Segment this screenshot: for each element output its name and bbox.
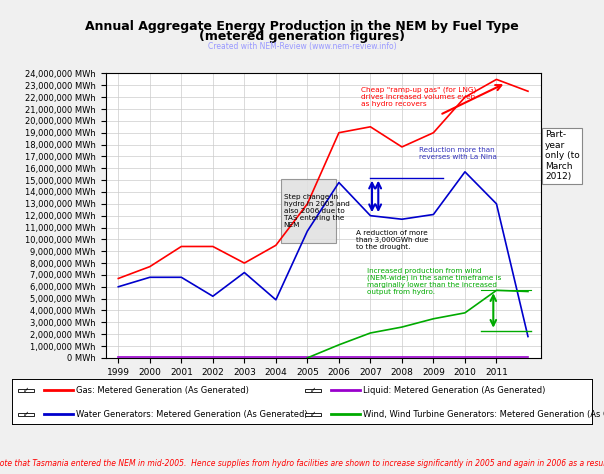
Text: Reduction more than
reverses with La Nina: Reduction more than reverses with La Nin… <box>419 147 497 160</box>
Text: Water Generators: Metered Generation (As Generated): Water Generators: Metered Generation (As… <box>76 410 307 419</box>
Text: Increased production from wind
(NEM-wide) in the same timeframe is
marginally lo: Increased production from wind (NEM-wide… <box>367 268 502 295</box>
Text: Annual Aggregate Energy Production in the NEM by Fuel Type: Annual Aggregate Energy Production in th… <box>85 19 519 33</box>
Text: Note that Tasmania entered the NEM in mid-2005.  Hence supplies from hydro facil: Note that Tasmania entered the NEM in mi… <box>0 459 604 468</box>
Bar <box>18 413 34 416</box>
Text: Step change in
hydro in 2005 and
also 2006 due to
TAS entering the
NEM: Step change in hydro in 2005 and also 20… <box>284 194 350 228</box>
Text: Liquid: Metered Generation (As Generated): Liquid: Metered Generation (As Generated… <box>363 386 545 395</box>
Text: A reduction of more
than 3,000GWh due
to the drought.: A reduction of more than 3,000GWh due to… <box>356 230 429 250</box>
Bar <box>305 389 321 392</box>
Bar <box>305 413 321 416</box>
X-axis label: Calendar Year: Calendar Year <box>287 381 359 391</box>
Text: Part-
year
only (to
March
2012): Part- year only (to March 2012) <box>545 130 580 181</box>
Bar <box>281 179 336 243</box>
Text: ✓: ✓ <box>23 410 29 419</box>
Text: Created with NEM-Review (www.nem-review.info): Created with NEM-Review (www.nem-review.… <box>208 42 396 51</box>
Bar <box>18 389 34 392</box>
Text: Cheap "ramp-up gas" (for LNG)
drives increased volumes even
as hydro recovers: Cheap "ramp-up gas" (for LNG) drives inc… <box>361 87 477 108</box>
Text: Wind, Wind Turbine Generators: Metered Generation (As Generated): Wind, Wind Turbine Generators: Metered G… <box>363 410 604 419</box>
Text: (metered generation figures): (metered generation figures) <box>199 30 405 44</box>
Text: ✓: ✓ <box>310 410 316 419</box>
Text: Gas: Metered Generation (As Generated): Gas: Metered Generation (As Generated) <box>76 386 249 395</box>
Text: ✓: ✓ <box>310 386 316 395</box>
Text: ✓: ✓ <box>23 386 29 395</box>
